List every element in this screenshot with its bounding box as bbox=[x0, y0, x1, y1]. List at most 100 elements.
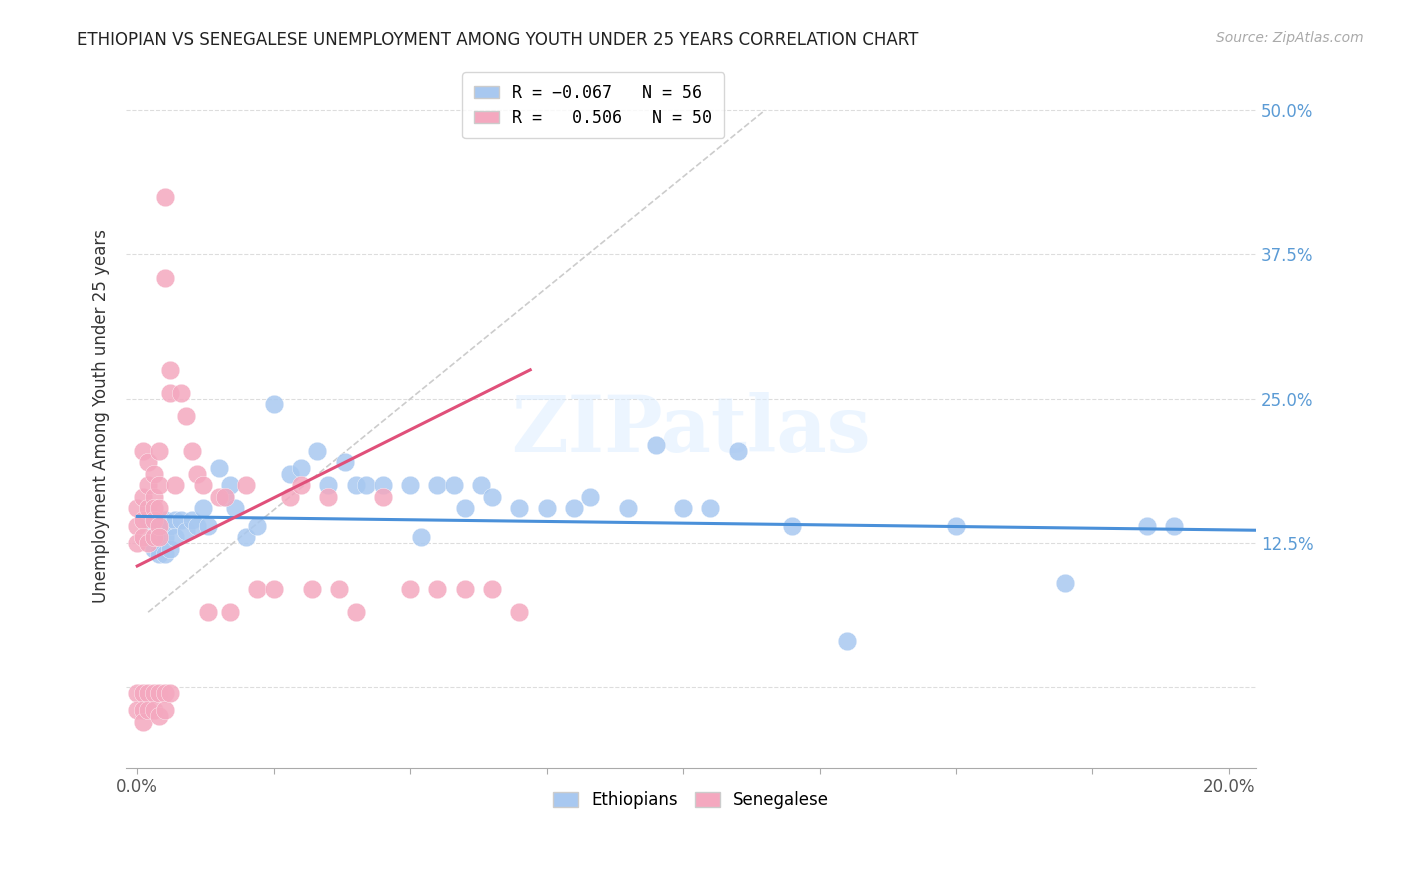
Point bbox=[508, 605, 530, 619]
Point bbox=[127, 518, 149, 533]
Text: ZIPatlas: ZIPatlas bbox=[512, 392, 872, 468]
Point bbox=[333, 455, 356, 469]
Point bbox=[148, 530, 170, 544]
Point bbox=[142, 467, 165, 481]
Y-axis label: Unemployment Among Youth under 25 years: Unemployment Among Youth under 25 years bbox=[93, 229, 110, 603]
Point bbox=[208, 461, 231, 475]
Point bbox=[263, 582, 285, 596]
Point bbox=[127, 501, 149, 516]
Point bbox=[148, 686, 170, 700]
Point bbox=[159, 686, 181, 700]
Point bbox=[644, 438, 666, 452]
Point bbox=[148, 478, 170, 492]
Point bbox=[278, 467, 301, 481]
Point bbox=[470, 478, 492, 492]
Point bbox=[165, 478, 187, 492]
Point bbox=[208, 490, 231, 504]
Point bbox=[214, 490, 236, 504]
Point bbox=[214, 490, 236, 504]
Point bbox=[142, 490, 165, 504]
Point bbox=[170, 513, 193, 527]
Point bbox=[136, 501, 159, 516]
Point bbox=[399, 478, 422, 492]
Point bbox=[307, 443, 329, 458]
Point bbox=[481, 490, 503, 504]
Point bbox=[148, 548, 170, 562]
Point bbox=[159, 385, 181, 400]
Text: ETHIOPIAN VS SENEGALESE UNEMPLOYMENT AMONG YOUTH UNDER 25 YEARS CORRELATION CHAR: ETHIOPIAN VS SENEGALESE UNEMPLOYMENT AMO… bbox=[77, 31, 918, 49]
Point bbox=[153, 530, 176, 544]
Point bbox=[219, 478, 242, 492]
Point bbox=[186, 467, 208, 481]
Legend: Ethiopians, Senegalese: Ethiopians, Senegalese bbox=[547, 785, 837, 816]
Point bbox=[153, 686, 176, 700]
Point bbox=[197, 518, 219, 533]
Point bbox=[316, 490, 339, 504]
Point bbox=[443, 478, 465, 492]
Point bbox=[224, 501, 246, 516]
Point bbox=[246, 582, 269, 596]
Point bbox=[727, 443, 749, 458]
Point bbox=[1163, 518, 1185, 533]
Point bbox=[301, 582, 323, 596]
Point bbox=[409, 530, 432, 544]
Point bbox=[454, 501, 477, 516]
Point bbox=[153, 703, 176, 717]
Point bbox=[127, 536, 149, 550]
Point bbox=[356, 478, 378, 492]
Point bbox=[142, 541, 165, 556]
Point bbox=[1054, 576, 1077, 591]
Point bbox=[148, 709, 170, 723]
Point bbox=[136, 536, 159, 550]
Point bbox=[142, 513, 165, 527]
Point bbox=[159, 518, 181, 533]
Point bbox=[142, 703, 165, 717]
Point bbox=[399, 582, 422, 596]
Point bbox=[136, 703, 159, 717]
Point bbox=[290, 478, 312, 492]
Point bbox=[328, 582, 350, 596]
Point bbox=[617, 501, 640, 516]
Point bbox=[131, 490, 153, 504]
Point bbox=[191, 478, 214, 492]
Point bbox=[579, 490, 602, 504]
Point bbox=[536, 501, 558, 516]
Point bbox=[180, 443, 202, 458]
Point bbox=[235, 478, 257, 492]
Point bbox=[246, 518, 269, 533]
Point bbox=[165, 530, 187, 544]
Point bbox=[136, 478, 159, 492]
Point bbox=[562, 501, 585, 516]
Point bbox=[371, 478, 394, 492]
Point bbox=[127, 686, 149, 700]
Point bbox=[290, 461, 312, 475]
Point bbox=[426, 478, 449, 492]
Point bbox=[153, 270, 176, 285]
Point bbox=[136, 513, 159, 527]
Point bbox=[131, 530, 153, 544]
Point bbox=[180, 513, 202, 527]
Point bbox=[699, 501, 721, 516]
Point bbox=[945, 518, 967, 533]
Text: Source: ZipAtlas.com: Source: ZipAtlas.com bbox=[1216, 31, 1364, 45]
Point bbox=[508, 501, 530, 516]
Point bbox=[153, 513, 176, 527]
Point bbox=[142, 501, 165, 516]
Point bbox=[454, 582, 477, 596]
Point bbox=[142, 686, 165, 700]
Point bbox=[136, 455, 159, 469]
Point bbox=[142, 530, 165, 544]
Point bbox=[176, 524, 198, 539]
Point bbox=[153, 548, 176, 562]
Point bbox=[153, 190, 176, 204]
Point bbox=[186, 518, 208, 533]
Point bbox=[127, 703, 149, 717]
Point bbox=[426, 582, 449, 596]
Point bbox=[344, 605, 367, 619]
Point bbox=[263, 397, 285, 411]
Point bbox=[131, 703, 153, 717]
Point bbox=[176, 409, 198, 423]
Point bbox=[142, 530, 165, 544]
Point bbox=[344, 478, 367, 492]
Point bbox=[148, 518, 170, 533]
